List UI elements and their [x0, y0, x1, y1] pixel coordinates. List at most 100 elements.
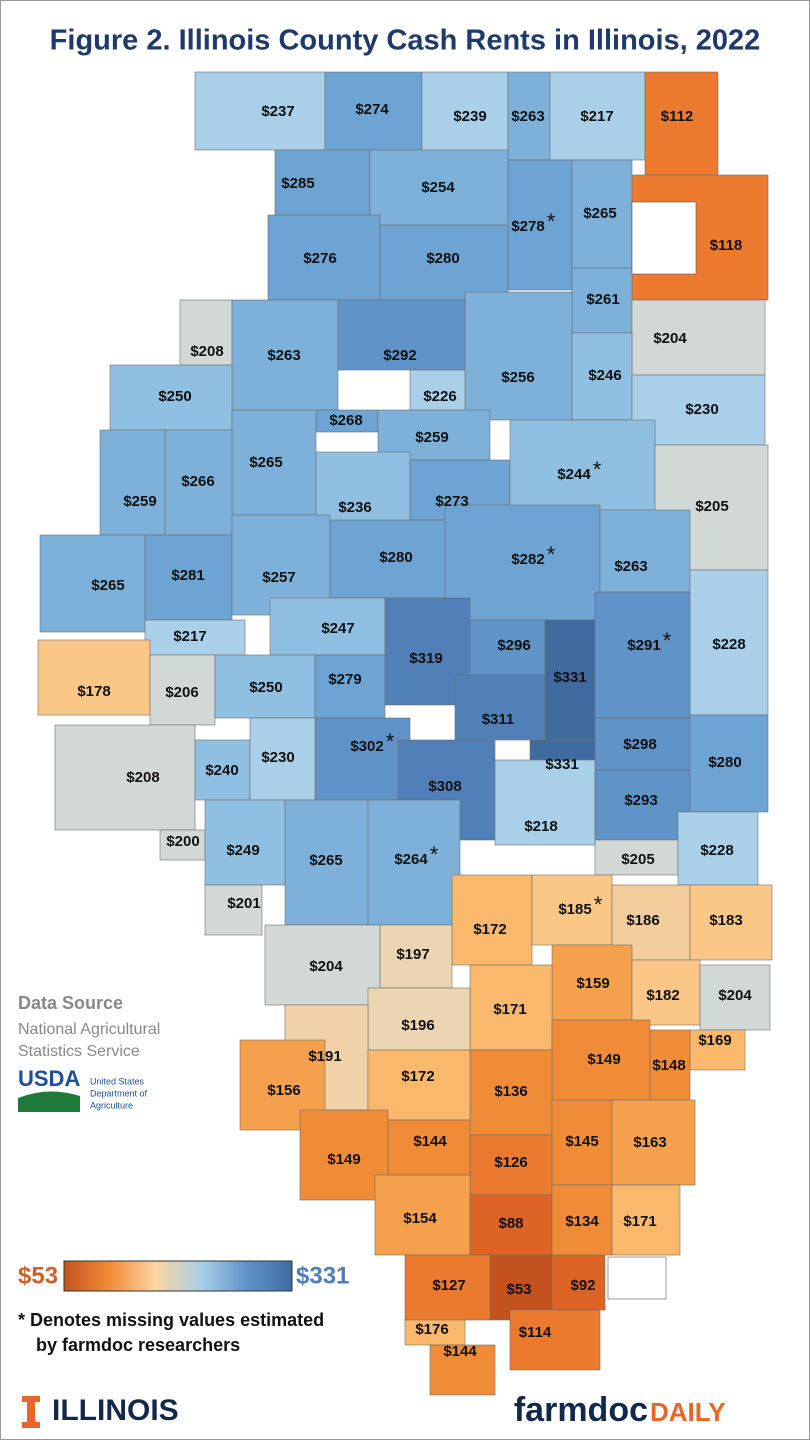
county [204, 799, 286, 886]
estimate-marker: * [663, 628, 672, 653]
county [214, 654, 316, 719]
county-label: $278 [511, 218, 544, 235]
county [37, 639, 151, 716]
county [367, 799, 461, 926]
county-label: $144 [413, 1133, 447, 1150]
county [599, 509, 691, 593]
county [404, 1319, 466, 1346]
county-label: $148 [652, 1057, 685, 1074]
county-label: $266 [181, 473, 214, 490]
county-label: $205 [621, 851, 654, 868]
county-label: $280 [708, 754, 741, 771]
county [571, 332, 633, 421]
county [551, 1019, 651, 1101]
county-label: $279 [328, 671, 361, 688]
county [164, 429, 233, 536]
county [454, 674, 546, 741]
legend-bar [63, 1260, 293, 1292]
county-label: $291 [627, 637, 660, 654]
county-label: $280 [379, 549, 412, 566]
brand-left: ILLINOIS [52, 1394, 179, 1427]
county-label: $112 [661, 108, 694, 125]
source-heading: Data Source [18, 993, 123, 1013]
county-label: $127 [432, 1277, 465, 1294]
county-labels: $237 $274 $239 $263 $217 $112$285 $254$278 * $26… [77, 101, 752, 1360]
county [194, 71, 326, 151]
county [179, 299, 233, 366]
county-label: $302 [350, 738, 383, 755]
county-map: $237 $274 $239 $263 $217 $112$285 $254$278 * $26… [37, 71, 773, 1396]
county [409, 369, 466, 411]
county-label: $265 [249, 454, 282, 471]
county-label: $331 [553, 669, 586, 686]
county-label: $265 [309, 852, 342, 869]
county [274, 149, 371, 216]
county [444, 504, 601, 621]
county [494, 759, 596, 846]
usda-line: Department of [90, 1088, 148, 1098]
county [631, 299, 766, 376]
county [269, 597, 386, 656]
county-label: $196 [401, 1017, 434, 1034]
county [507, 159, 573, 291]
county-label: $156 [267, 1082, 300, 1099]
county [149, 654, 216, 726]
county [451, 874, 533, 966]
title: Figure 2. Illinois County Cash Rents in … [50, 25, 761, 57]
county [367, 987, 471, 1051]
county-label: $263 [511, 108, 544, 125]
county-label: $201 [227, 895, 260, 912]
county [611, 1099, 696, 1186]
county [699, 964, 771, 1031]
county-label: $204 [718, 987, 752, 1004]
county-label: $240 [205, 762, 238, 779]
county-label: $154 [403, 1210, 437, 1227]
county-label: $228 [700, 842, 733, 859]
county-label: $308 [428, 778, 461, 795]
estimate-marker: * [547, 209, 556, 234]
county-label: $172 [401, 1068, 434, 1085]
county-label: $149 [327, 1151, 360, 1168]
estimate-marker: * [386, 729, 395, 754]
county-label: $244 [557, 466, 591, 483]
county-label: $171 [623, 1213, 656, 1230]
county [469, 1194, 553, 1256]
county-label: $171 [493, 1001, 526, 1018]
county-label: $185 [558, 901, 591, 918]
county [464, 291, 573, 421]
estimate-marker: * [594, 892, 603, 917]
county [377, 409, 491, 461]
county-label: $217 [173, 628, 206, 645]
county [594, 717, 691, 771]
county-label: $319 [409, 650, 442, 667]
county [509, 1309, 601, 1371]
county-label: $239 [453, 108, 486, 125]
county [159, 829, 206, 861]
county [314, 654, 386, 719]
county [337, 299, 466, 371]
county [551, 1254, 606, 1311]
county-label: $53 [506, 1281, 531, 1298]
county-label: $88 [498, 1215, 523, 1232]
estimate-marker: * [430, 842, 439, 867]
county [369, 149, 509, 226]
county-label: $259 [123, 493, 156, 510]
county [299, 1109, 389, 1201]
county-label: $285 [281, 175, 314, 192]
brand-accent: DAILY [650, 1397, 726, 1427]
estimate-marker: * [547, 542, 556, 567]
county [544, 619, 596, 741]
county [231, 409, 317, 516]
county [469, 1049, 553, 1136]
county-label: $274 [355, 101, 389, 118]
county [531, 874, 613, 946]
county-label: $265 [583, 205, 616, 222]
county-label: $230 [261, 749, 294, 766]
county-label: $134 [565, 1213, 599, 1230]
county [469, 1134, 553, 1196]
county [314, 717, 411, 801]
source-line: Statistics Service [18, 1043, 140, 1060]
county-label: $250 [158, 388, 191, 405]
county [404, 1254, 491, 1321]
